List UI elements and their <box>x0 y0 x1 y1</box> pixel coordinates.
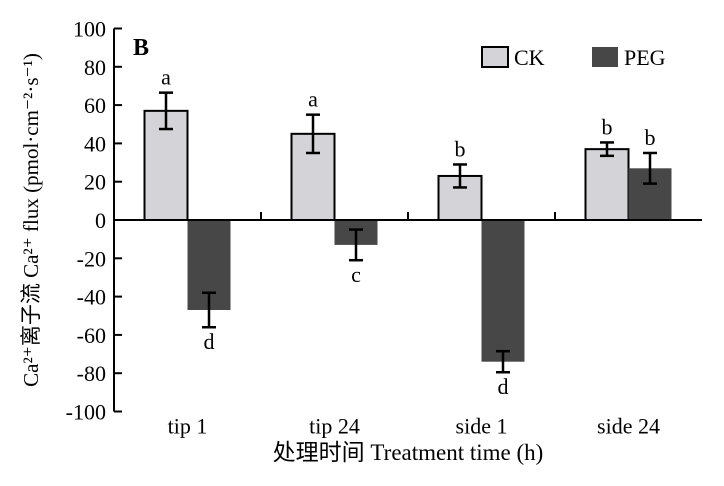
x-tick-label: side 24 <box>597 414 660 439</box>
bar-peg <box>481 220 525 362</box>
significance-letter: a <box>161 65 171 90</box>
y-tick-label: -60 <box>77 323 106 348</box>
y-tick-label: 20 <box>84 170 106 195</box>
bar-ck <box>584 148 630 222</box>
legend-swatch-peg <box>592 47 618 67</box>
y-tick-label: 100 <box>73 17 106 42</box>
x-tick-label: tip 24 <box>309 414 360 439</box>
y-tick-label: -20 <box>77 246 106 271</box>
y-tick-label: 0 <box>95 208 106 233</box>
legend-label-peg: PEG <box>624 45 666 70</box>
y-tick-label: 40 <box>84 131 106 156</box>
significance-letter: d <box>498 374 509 399</box>
legend-swatch-ck <box>481 46 509 68</box>
significance-letter: b <box>455 136 466 161</box>
significance-letter: b <box>602 114 613 139</box>
y-tick-label: -80 <box>77 361 106 386</box>
y-tick-label: 60 <box>84 93 106 118</box>
significance-letter: a <box>308 87 318 112</box>
x-axis-label: 处理时间 Treatment time (h) <box>273 440 544 465</box>
y-tick-label: -40 <box>77 285 106 310</box>
significance-letter: d <box>204 329 215 354</box>
significance-letter: c <box>351 262 361 287</box>
legend-label-ck: CK <box>514 45 545 70</box>
significance-letter: b <box>645 125 656 150</box>
x-tick-label: side 1 <box>456 414 508 439</box>
panel-label: B <box>133 35 149 61</box>
y-axis-label: Ca²⁺离子流 Ca²⁺ flux (pmol·cm⁻²·s⁻¹) <box>19 53 43 387</box>
y-tick-label: -100 <box>66 400 106 425</box>
x-tick-label: tip 1 <box>168 414 208 439</box>
y-tick-label: 80 <box>84 55 106 80</box>
